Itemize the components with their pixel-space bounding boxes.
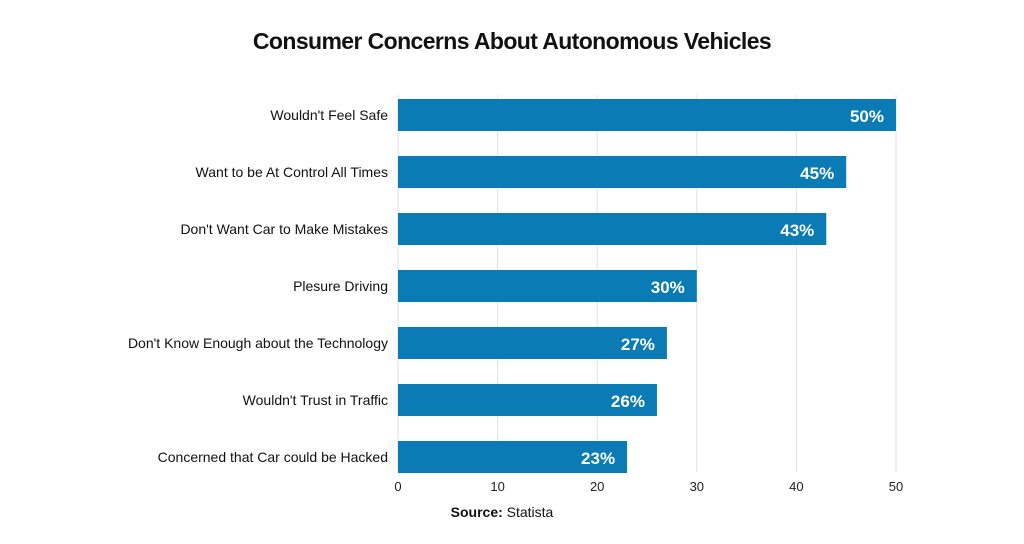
category-label: Wouldn't Feel Safe	[270, 107, 388, 123]
x-tick-label: 50	[889, 479, 903, 494]
category-label: Don't Want Car to Make Mistakes	[180, 221, 388, 237]
source-label: Source:	[450, 504, 503, 520]
x-tick-label: 0	[394, 479, 401, 494]
data-label: 45%	[800, 164, 834, 183]
x-tick-label: 20	[590, 479, 604, 494]
bar	[398, 327, 667, 359]
chart-title: Consumer Concerns About Autonomous Vehic…	[252, 28, 772, 54]
data-label: 30%	[651, 278, 685, 297]
bar	[398, 384, 657, 416]
source-note: Source: Statista	[0, 504, 1004, 520]
category-label: Concerned that Car could be Hacked	[158, 449, 388, 465]
data-label: 26%	[611, 392, 645, 411]
x-tick-label: 40	[789, 479, 803, 494]
data-label: 27%	[621, 335, 655, 354]
bar	[398, 270, 697, 302]
data-label: 50%	[850, 107, 884, 126]
bar	[398, 99, 896, 131]
category-label: Want to be At Control All Times	[196, 164, 388, 180]
bar	[398, 441, 628, 473]
bar	[398, 156, 847, 188]
x-tick-label: 30	[690, 479, 704, 494]
category-label: Plesure Driving	[293, 278, 388, 294]
category-label: Wouldn't Trust in Traffic	[243, 392, 388, 408]
x-tick-label: 10	[490, 479, 504, 494]
data-label: 23%	[581, 449, 615, 468]
bar	[398, 213, 827, 245]
data-label: 43%	[780, 221, 814, 240]
source-value: Statista	[506, 504, 554, 520]
category-label: Don't Know Enough about the Technology	[128, 335, 388, 351]
